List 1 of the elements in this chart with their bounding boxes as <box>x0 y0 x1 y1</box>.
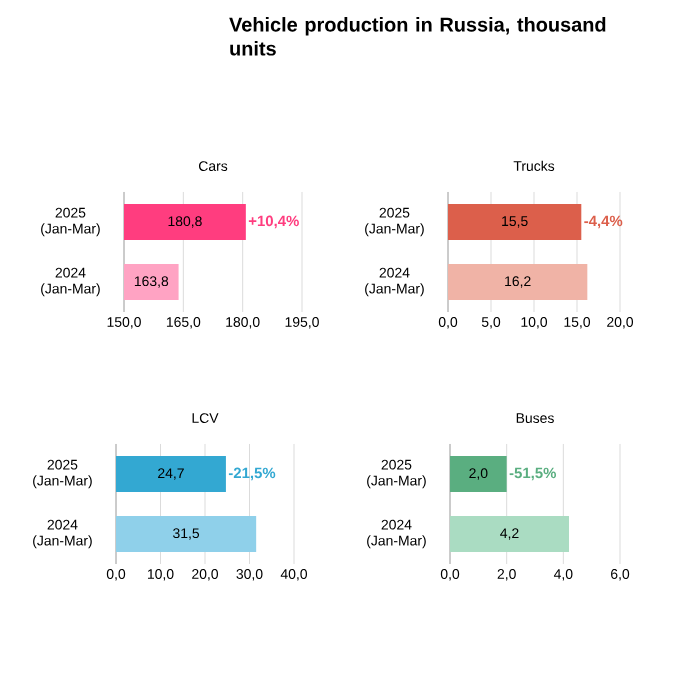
text: Vehicle production in Russia, thousand units <box>229 17 606 56</box>
